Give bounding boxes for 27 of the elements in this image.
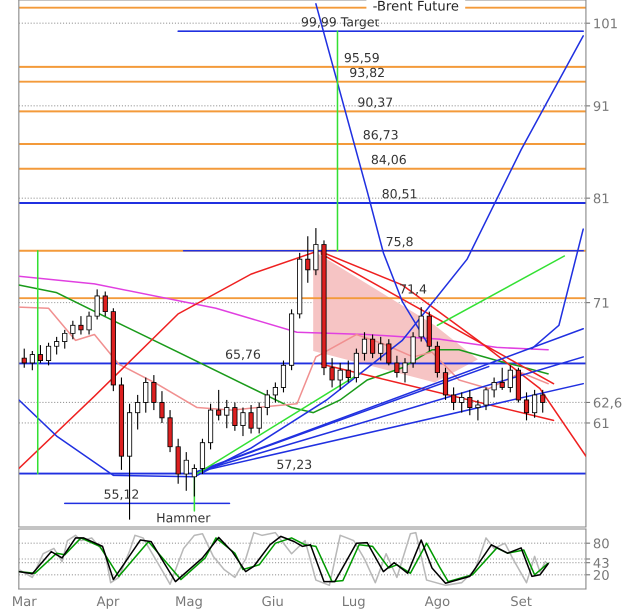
y-tick-label: 62,6 xyxy=(594,398,622,410)
annotation: 84,06 xyxy=(372,154,406,166)
y-tick-label: 71 xyxy=(594,298,608,308)
y-tick-label: 91 xyxy=(594,101,608,112)
x-tick-label: Mag xyxy=(176,596,202,609)
annotation: 65,76 xyxy=(226,349,260,360)
y-tick-label: 61 xyxy=(594,418,608,428)
x-tick-label: Mar xyxy=(13,596,37,606)
y-tick-label: 20 xyxy=(594,570,609,580)
y-tick-label: 43 xyxy=(594,558,609,568)
x-tick-label: Ago xyxy=(424,596,450,609)
y-tick-label: 101 xyxy=(594,18,617,28)
chart-title: -Brent Future xyxy=(373,0,458,11)
y-tick-label: 81 xyxy=(594,193,608,204)
x-tick-label: Set xyxy=(511,596,532,606)
x-tick-label: Apr xyxy=(96,596,120,609)
annotation: 90,37 xyxy=(358,97,392,108)
annotation: 57,23 xyxy=(277,460,312,470)
x-tick-label: Lug xyxy=(343,596,364,609)
x-tick-label: Giu xyxy=(262,596,283,606)
annotation: 95,59 xyxy=(344,52,379,64)
annotation: 86,73 xyxy=(364,130,398,141)
annotation: 75,8 xyxy=(386,236,413,248)
annotation: 80,51 xyxy=(382,189,416,200)
annotation: 93,82 xyxy=(350,68,384,78)
y-tick-label: 80 xyxy=(594,538,609,548)
annotation: Hammer xyxy=(157,513,210,522)
